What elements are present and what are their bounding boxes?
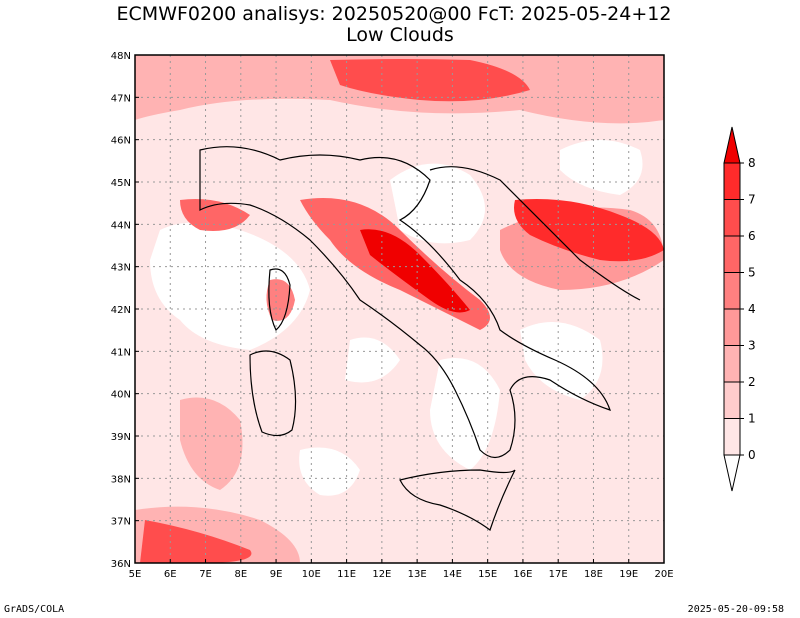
footer-left: GrADS/COLA (4, 604, 65, 615)
lon-tick-label: 19E (619, 569, 638, 580)
lon-tick-label: 14E (443, 569, 462, 580)
colorbar-label: 2 (748, 375, 756, 389)
lon-tick-label: 16E (513, 569, 532, 580)
colorbar-label: 0 (748, 448, 756, 462)
cloud-field (135, 55, 664, 563)
lat-tick-label: 47N (111, 93, 131, 104)
cloud-patch-corsica (266, 279, 295, 321)
colorbar-swatch (723, 345, 741, 383)
cloud-patch-liguria (180, 199, 250, 231)
clear-area-balkans (520, 322, 603, 400)
lon-tick-label: 5E (129, 569, 142, 580)
colorbar-min-arrow (723, 454, 741, 492)
lon-tick-label: 8E (234, 569, 247, 580)
lat-tick-label: 39N (111, 432, 131, 443)
map-area: 5E 6E 7E 8E 9E 10E 11E 12E 13E 14E 15E 16E 17E 18E 19E… (111, 51, 674, 580)
colorbar-swatch (723, 162, 741, 200)
cloud-patch-sardinia-west (180, 397, 243, 490)
colorbar-label: 7 (748, 193, 756, 207)
lon-tick-label: 17E (549, 569, 568, 580)
clear-area-sardinia-south (299, 447, 360, 496)
cloud-core-apennines (360, 229, 470, 313)
lon-tick-label: 7E (199, 569, 212, 580)
corsica-outline (268, 268, 291, 331)
lat-tick-label: 37N (111, 517, 131, 528)
lat-tick-label: 44N (111, 220, 131, 231)
lon-tick-label: 11E (337, 569, 356, 580)
clear-area-tyrrhenian-south (430, 358, 500, 470)
longitude-axis: 5E 6E 7E 8E 9E 10E 11E 12E 13E 14E 15E 16E 17E 18E 19E… (129, 559, 674, 580)
lat-tick-label: 45N (111, 178, 131, 189)
grid-lines (135, 55, 664, 563)
cloud-core-alps (330, 59, 530, 102)
colorbar-label: 5 (748, 266, 756, 280)
colorbar-swatch (723, 199, 741, 237)
colorbar-swatch (723, 272, 741, 310)
sardinia-outline (249, 350, 297, 437)
sicily-outline (399, 469, 516, 531)
lat-tick-label: 36N (111, 559, 131, 570)
lat-tick-label: 42N (111, 305, 131, 316)
clear-area-east (560, 140, 643, 195)
cloud-core-balkans (514, 199, 664, 262)
colorbar-label: 4 (748, 302, 756, 316)
colorbar-label: 8 (748, 156, 756, 170)
colorbar-max-arrow (723, 126, 741, 164)
colorbar-label: 3 (748, 339, 756, 353)
lon-tick-label: 6E (164, 569, 177, 580)
colorbar-swatch (723, 308, 741, 346)
lon-tick-label: 13E (408, 569, 427, 580)
colorbar-swatch (723, 235, 741, 273)
lon-tick-label: 9E (270, 569, 283, 580)
title-line-1: ECMWF0200 analisys: 20250520@00 FcT: 202… (117, 3, 672, 25)
lon-tick-label: 20E (654, 569, 673, 580)
colorbar: 0 1 2 3 4 5 6 7 8 (723, 126, 756, 492)
lat-tick-label: 41N (111, 347, 131, 358)
clear-area-tyrrhenian-north (345, 337, 400, 383)
lon-tick-label: 15E (478, 569, 497, 580)
balkan-coast (429, 166, 641, 301)
lon-tick-label: 12E (372, 569, 391, 580)
lon-tick-label: 10E (302, 569, 321, 580)
colorbar-swatch (723, 418, 741, 456)
lat-tick-label: 43N (111, 263, 131, 274)
cloud-core-south (140, 520, 252, 563)
coastlines (199, 146, 641, 531)
colorbar-swatch (723, 381, 741, 419)
lat-tick-label: 48N (111, 51, 131, 62)
lat-tick-label: 38N (111, 474, 131, 485)
clear-area-adriatic (390, 163, 485, 244)
colorbar-label: 1 (748, 412, 756, 426)
latitude-axis: 48N 47N 46N 45N 44N 43N 42N 41N 40N 39N 38N 37N 36N (111, 51, 139, 570)
colorbar-label: 6 (748, 229, 756, 243)
clear-area-ligurian (150, 222, 310, 350)
lat-tick-label: 46N (111, 136, 131, 147)
title-line-2: Low Clouds (346, 24, 454, 46)
lon-tick-label: 18E (584, 569, 603, 580)
italy-peninsula-outline (199, 146, 611, 459)
footer-right: 2025-05-20-09:58 (687, 604, 784, 615)
lat-tick-label: 40N (111, 390, 131, 401)
